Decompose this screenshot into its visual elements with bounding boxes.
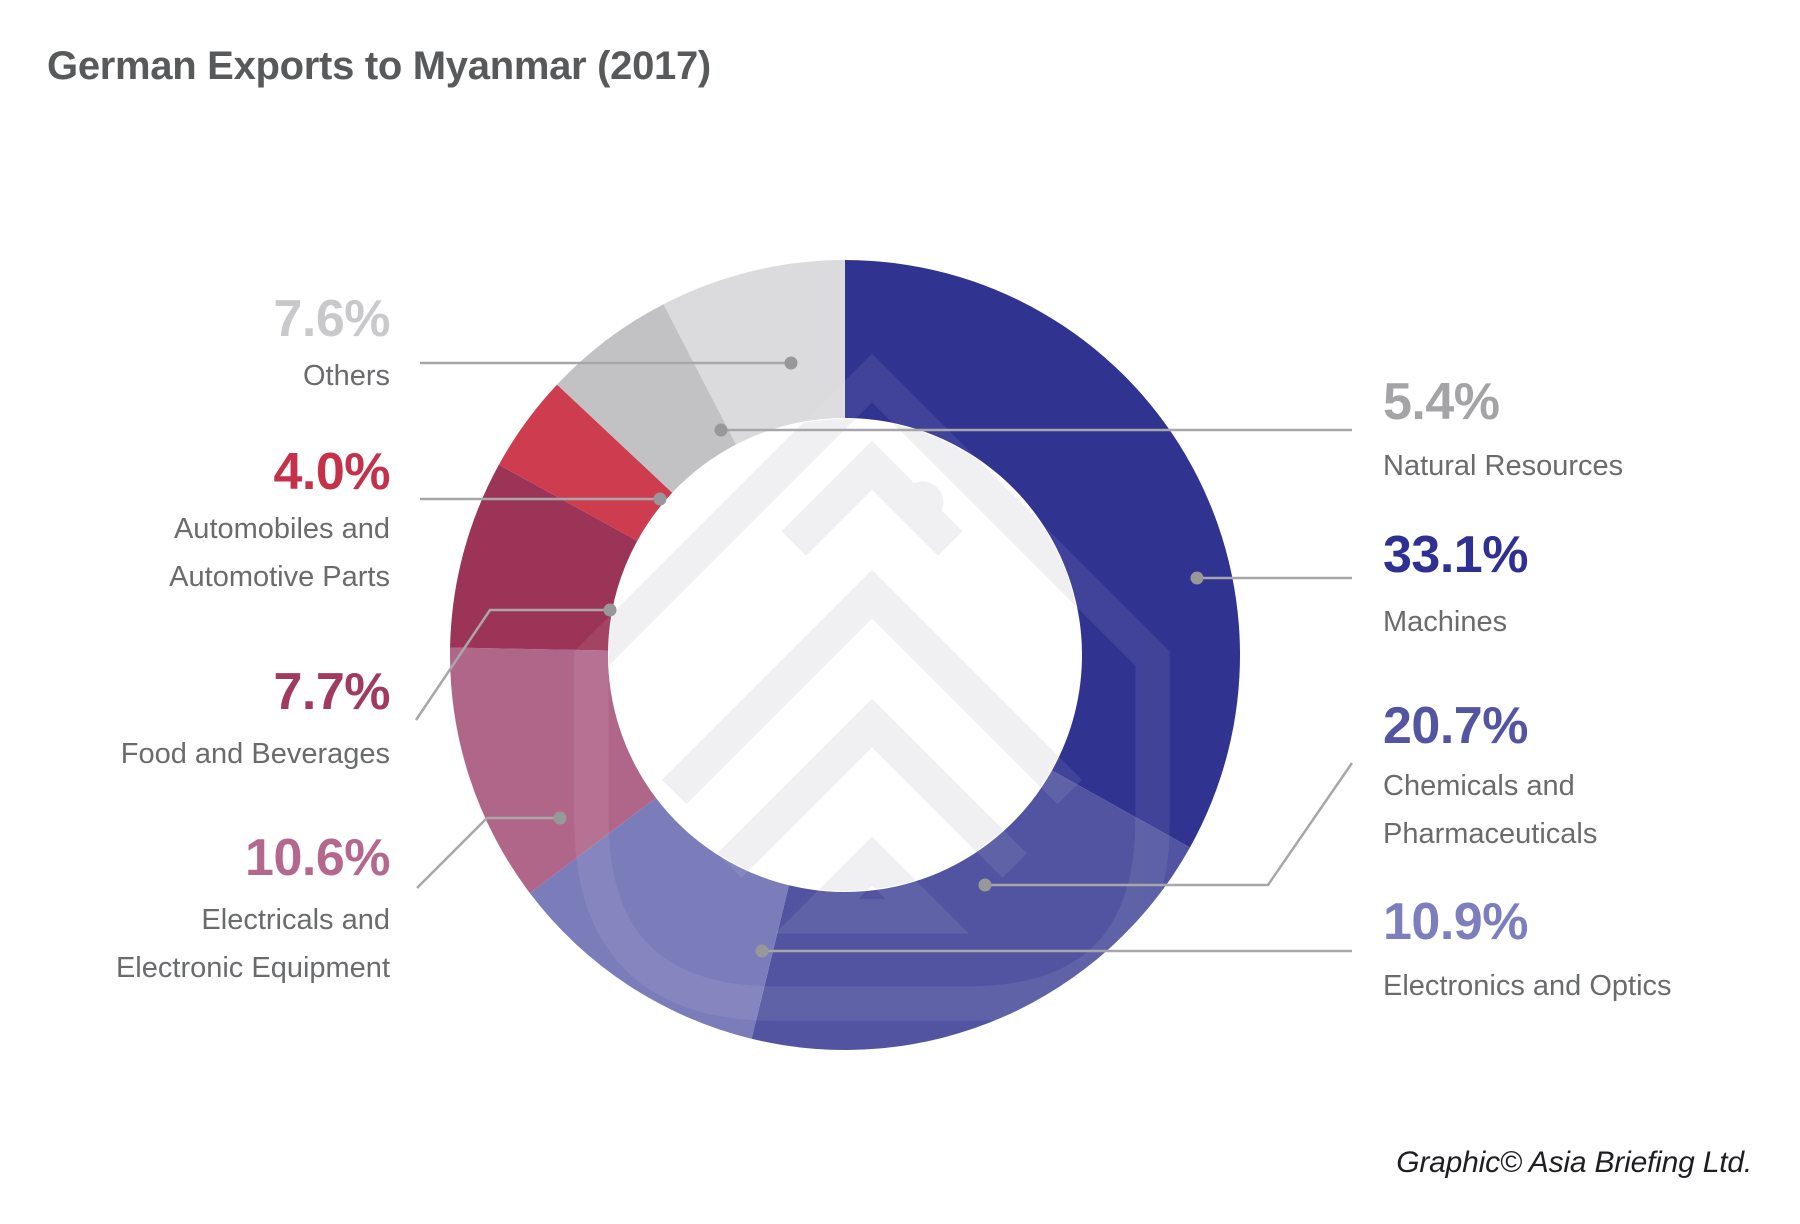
donut-segment-electricals (449, 647, 656, 894)
callout-line-electricals (416, 816, 560, 889)
callout-lines (414, 356, 1354, 958)
callout-dot-machines (1190, 571, 1204, 585)
donut-segment-automobiles (498, 384, 673, 541)
watermark-logo-icon (609, 419, 1081, 891)
callout-dot-food (603, 603, 617, 617)
callout-dot-electricals (553, 811, 567, 825)
callout-dot-chemicals (978, 878, 992, 892)
donut-segment-others (663, 260, 845, 445)
callout-line-food (414, 608, 610, 721)
callout-dot-others (784, 356, 798, 370)
donut-ring (449, 260, 1240, 1050)
callout-line-chemicals (985, 762, 1354, 887)
donut-segment-machines (845, 260, 1240, 848)
callout-dot-electronics (755, 944, 769, 958)
donut-segment-chemicals (751, 770, 1190, 1050)
donut-segment-food (450, 464, 638, 651)
credit-text: Graphic© Asia Briefing Ltd. (1396, 1146, 1752, 1179)
donut-segment-natural (557, 304, 737, 493)
callout-dot-automobiles (653, 492, 667, 506)
callout-dot-natural (714, 423, 728, 437)
page-title: German Exports to Myanmar (2017) (47, 44, 711, 88)
donut-segment-electronics (529, 797, 789, 1039)
